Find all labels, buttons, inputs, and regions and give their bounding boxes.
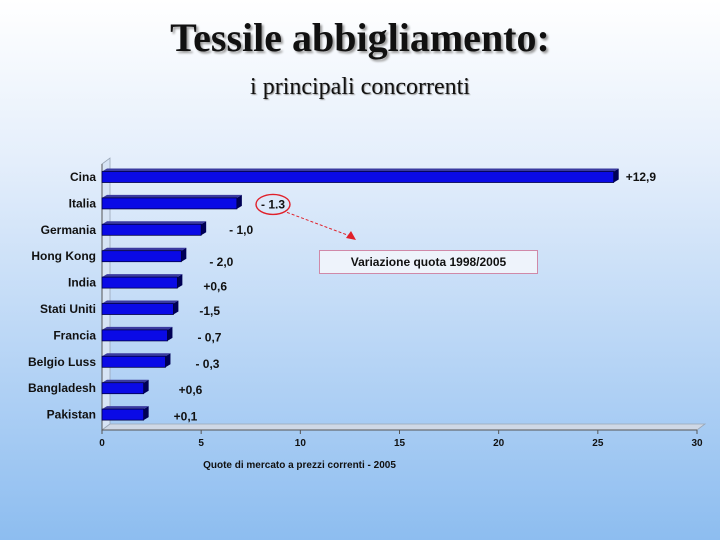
category-label: Italia: [69, 196, 97, 210]
x-tick-label: 25: [592, 438, 604, 449]
data-label: -1,5: [199, 304, 220, 318]
bar-cina: [101, 171, 615, 183]
annotation-box: Variazione quota 1998/2005: [319, 250, 538, 274]
data-label: - 0,7: [197, 330, 221, 344]
data-label: +0,6: [179, 383, 203, 397]
category-label: Cina: [70, 170, 96, 184]
bar-pakistan: [101, 408, 145, 421]
category-label: Belgio Luss: [28, 355, 96, 369]
data-label: - 2,0: [209, 255, 233, 269]
bar-top: [102, 300, 179, 304]
bar-top: [102, 353, 171, 357]
data-label: - 0,3: [195, 357, 219, 371]
data-label: - 1,0: [229, 223, 253, 237]
category-label: Francia: [53, 328, 96, 342]
bar-hong-kong: [101, 250, 182, 263]
bar-bangladesh: [101, 382, 145, 395]
bar-belgio-luss: [101, 355, 166, 368]
bar-india: [101, 276, 178, 289]
bar-top: [102, 247, 187, 251]
category-label: Pakistan: [47, 408, 96, 422]
category-label: India: [68, 276, 96, 290]
bar-side: [167, 326, 173, 341]
category-label: Hong Kong: [31, 249, 96, 263]
data-label: +0,6: [203, 280, 227, 294]
bar-top: [102, 326, 173, 330]
bar-germania: [101, 223, 202, 236]
slide-title: Tessile abbigliamento:: [170, 15, 550, 60]
data-label: +0,1: [174, 410, 198, 424]
bar-side: [177, 274, 183, 289]
bar-side: [613, 168, 619, 183]
x-axis-label: Quote di mercato a prezzi correnti - 200…: [203, 460, 396, 471]
bar-francia: [101, 329, 168, 342]
category-label: Germania: [41, 223, 97, 237]
bar-side: [181, 247, 187, 262]
x-tick-label: 0: [99, 438, 105, 449]
highlight-arrow-line: [286, 211, 351, 237]
x-tick-label: 10: [295, 438, 307, 449]
slide-subtitle: i principali concorrenti: [250, 74, 470, 100]
x-tick-label: 20: [493, 438, 505, 449]
bar-top: [102, 221, 207, 225]
bar-side: [173, 300, 179, 315]
bar-stati-uniti: [101, 303, 174, 315]
chart-floor: [100, 423, 707, 431]
bar-italia: [101, 197, 238, 210]
x-tick-label: 5: [198, 438, 204, 449]
highlight-label: - 1.3: [261, 197, 285, 211]
highlight-arrow-head: [346, 231, 356, 240]
category-label: Bangladesh: [28, 381, 96, 395]
highlight-ellipse: [255, 193, 291, 216]
x-tick-label: 30: [691, 438, 703, 449]
bar-top: [102, 194, 242, 198]
bar-side: [165, 353, 171, 368]
bar-side: [143, 406, 149, 421]
x-tick-label: 15: [394, 438, 406, 449]
bar-top: [102, 379, 149, 383]
bar-top: [102, 168, 619, 172]
bar-top: [102, 406, 149, 410]
bar-side: [143, 379, 149, 394]
bar-side: [201, 221, 207, 236]
data-label: +12,9: [626, 170, 657, 184]
bar-top: [102, 274, 183, 278]
bar-side: [236, 194, 242, 209]
category-label: Stati Uniti: [40, 302, 96, 316]
